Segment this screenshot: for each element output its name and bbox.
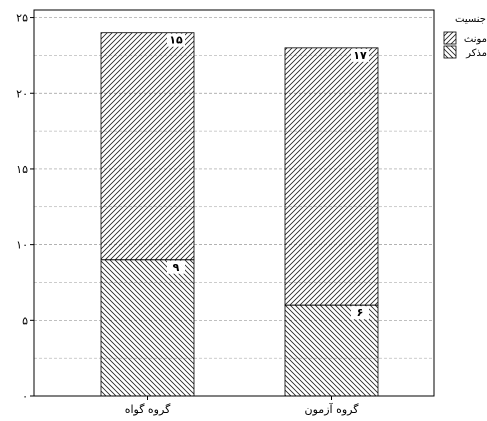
legend-title: جنسیت (455, 14, 486, 25)
y-axis: ۰ ۵ ۱۰ ۱۵ ۲۰ ۲۵ (16, 12, 34, 403)
x-category-label: گروه گواه (125, 403, 171, 416)
bars (100, 32, 379, 397)
data-label: ۱۷ (353, 49, 367, 62)
data-label: ۶ (357, 306, 364, 319)
data-label-bg (351, 306, 369, 320)
legend-swatch (443, 31, 457, 45)
legend-swatch (443, 45, 457, 59)
data-label: ۹ (173, 261, 180, 274)
data-label-bg (167, 33, 185, 47)
y-tick-label: ۲۰ (16, 87, 28, 100)
bar-segment (284, 304, 379, 397)
y-tick-label: ۵ (22, 314, 28, 327)
bar-segment (284, 47, 379, 306)
bar-segment (100, 259, 195, 397)
legend: جنسیت مونث مذکر (443, 14, 487, 59)
y-tick-label: ۱۵ (16, 163, 28, 176)
data-label: ۱۵ (169, 34, 183, 47)
x-category-label: گروه آزمون (305, 402, 360, 416)
legend-label: مونث (464, 34, 487, 45)
y-tick-label: ۲۵ (16, 12, 28, 25)
bar-segment (100, 32, 195, 261)
data-label-bg (167, 260, 185, 274)
y-tick-label: ۰ (22, 390, 28, 403)
y-tick-label: ۱۰ (16, 239, 28, 252)
legend-label: مذکر (465, 48, 487, 59)
plot-frame (33, 9, 435, 397)
data-label-bg (351, 48, 369, 62)
x-axis-categories: گروه گواه گروه آزمون (125, 396, 360, 416)
data-labels: ۹ ۱۵ ۶ ۱۷ (167, 33, 369, 320)
